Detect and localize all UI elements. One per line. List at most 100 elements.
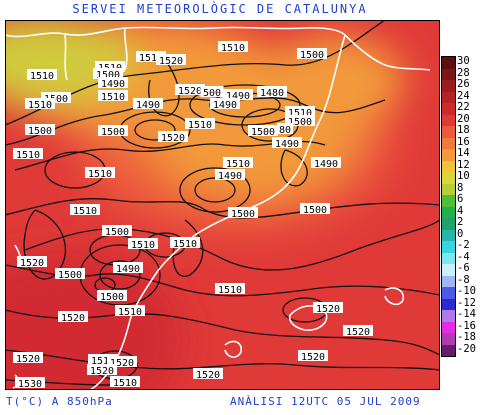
legend-swatch xyxy=(442,321,455,333)
contour-label-bg xyxy=(85,167,115,178)
contour-label-bg xyxy=(58,311,88,322)
contour-label-bg xyxy=(17,256,47,267)
contour-label: 1520 xyxy=(16,354,40,365)
contour-label-bg xyxy=(98,90,128,101)
contour-label-bg xyxy=(115,305,145,316)
contour-label: 1490 xyxy=(101,79,125,90)
contour-label: 1500 xyxy=(100,292,124,303)
contour-label: 1500 xyxy=(288,117,312,128)
contour-label-bg xyxy=(98,125,128,136)
legend-swatch xyxy=(442,275,455,287)
contour-label: 1480 xyxy=(260,88,284,99)
temperature-map: 1510151015201500151015001510149015205001… xyxy=(5,20,440,390)
legend-swatch xyxy=(442,287,455,299)
legend-label: 10 xyxy=(457,170,470,182)
contour-label-bg xyxy=(215,283,245,294)
legend-label: -20 xyxy=(457,342,476,355)
contour-label-bg xyxy=(210,98,240,109)
contour-label-bg xyxy=(272,137,302,148)
legend-swatch xyxy=(442,103,455,115)
contour-label: 1490 xyxy=(136,100,160,111)
legend-label: -14 xyxy=(457,308,476,320)
legend-swatch xyxy=(442,57,455,69)
legend-swatch xyxy=(442,310,455,322)
legend-swatch xyxy=(442,264,455,276)
contour-label-bg xyxy=(41,92,71,103)
contour-label-bg xyxy=(215,169,245,180)
contour-label: 1510 xyxy=(113,378,137,389)
legend-label: 0 xyxy=(457,227,464,240)
contour-label: 1520 xyxy=(61,313,85,324)
contour-label-bg xyxy=(223,157,253,168)
legend-label: 22 xyxy=(457,101,470,113)
contour-label-bg xyxy=(15,377,45,388)
contour-label: 1490 xyxy=(218,171,242,182)
contour-label-bg xyxy=(88,354,118,365)
contour-label-bg xyxy=(136,51,166,62)
contour-label: 1520 xyxy=(110,358,134,369)
contour-label: 1510 xyxy=(91,356,115,367)
contour-label: 1500 xyxy=(44,94,68,105)
contour-label: 1510 xyxy=(73,206,97,217)
contour-label: 1520 xyxy=(346,327,370,338)
contour-label: 1500 xyxy=(96,70,120,81)
contour-label: 1490 xyxy=(116,264,140,275)
contour-label-bg xyxy=(107,356,137,367)
legend-label: -4 xyxy=(457,250,470,263)
contour-label-bg xyxy=(175,84,205,95)
variable-label: T(°C) A 850hPa xyxy=(6,395,113,408)
contour-label-bg xyxy=(95,61,125,72)
contour-label-bg xyxy=(297,48,327,59)
contour-label: 1500 xyxy=(105,227,129,238)
legend-label: 4 xyxy=(457,204,464,217)
contour-label: 1510 xyxy=(188,120,212,131)
contour-label-bg xyxy=(128,238,158,249)
contour-label-bg xyxy=(110,376,140,387)
contour-label: 1500 xyxy=(303,205,327,216)
contour-label: 1510 xyxy=(118,307,142,318)
legend-label: 2 xyxy=(457,216,464,228)
contour-label-bg xyxy=(257,86,287,97)
contour-label: 1490 xyxy=(275,139,299,150)
contour-label-bg xyxy=(300,203,330,214)
legend-swatch xyxy=(442,183,455,195)
contour-label: 1520 xyxy=(20,258,44,269)
contour-label-bg xyxy=(185,118,215,129)
contour-label-bg xyxy=(285,115,315,126)
legend-swatch xyxy=(442,218,455,230)
contour-label: 1520 xyxy=(316,304,340,315)
contour-label-bg xyxy=(200,86,224,97)
contour-label-bg xyxy=(223,89,253,100)
coastline xyxy=(5,26,431,390)
legend-swatch xyxy=(442,195,455,207)
contour-label: 1510 xyxy=(226,159,250,170)
contour-label-bg xyxy=(55,268,85,279)
legend-label: -2 xyxy=(457,239,470,251)
contour-label-bg xyxy=(228,207,258,218)
contour-label: 1500 xyxy=(300,50,324,61)
contour-label-bg xyxy=(298,350,328,361)
legend-swatch xyxy=(442,298,455,310)
contour-label: 1510 xyxy=(101,92,125,103)
contour-label: 1500 xyxy=(101,127,125,138)
contour-label-bg xyxy=(156,54,186,65)
contour-label-bg xyxy=(133,98,163,109)
legend-swatch xyxy=(442,80,455,92)
contour-label: 1520 xyxy=(159,56,183,67)
legend-swatch xyxy=(442,126,455,138)
contour-label-bg xyxy=(158,131,188,142)
legend-colorbar xyxy=(441,56,456,357)
contour-label-bg xyxy=(13,148,43,159)
legend-swatch xyxy=(442,149,455,161)
contour-label-bg xyxy=(98,77,128,88)
contour-label: 1500 xyxy=(28,126,52,137)
legend-swatch xyxy=(442,252,455,264)
legend-swatch xyxy=(442,114,455,126)
legend-swatch xyxy=(442,241,455,253)
contour-label: 500 xyxy=(203,88,221,99)
legend-label: -18 xyxy=(457,331,476,343)
legend-swatch xyxy=(442,172,455,184)
contour-label-bg xyxy=(87,364,117,375)
contour-label: 1490 xyxy=(226,91,250,102)
contour-label-bg xyxy=(343,325,373,336)
